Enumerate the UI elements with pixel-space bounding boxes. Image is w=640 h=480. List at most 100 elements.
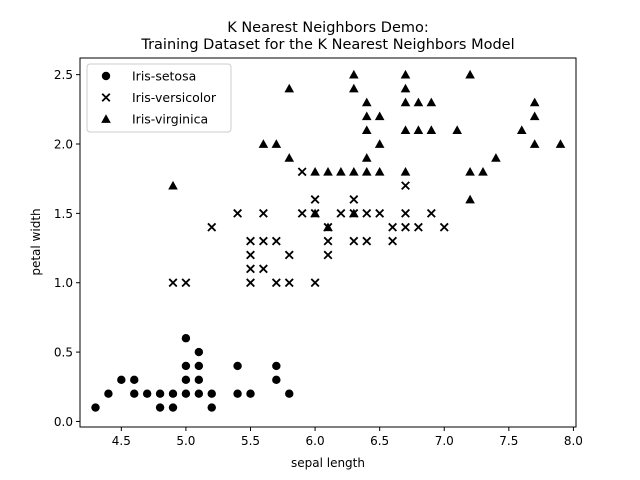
x-tick-label: 6.0 bbox=[306, 434, 325, 448]
data-point bbox=[310, 166, 320, 176]
data-point bbox=[375, 208, 385, 218]
y-tick-label: 0.0 bbox=[54, 415, 73, 429]
data-point bbox=[271, 278, 281, 288]
data-point bbox=[413, 222, 423, 232]
legend-item: Iris-versicolor bbox=[101, 90, 217, 105]
data-point bbox=[400, 69, 411, 79]
y-tick-label: 2.5 bbox=[54, 68, 73, 82]
data-point bbox=[207, 222, 217, 232]
data-point bbox=[194, 347, 204, 357]
data-point bbox=[361, 111, 372, 121]
data-point bbox=[361, 166, 372, 176]
data-point bbox=[465, 166, 475, 176]
data-point bbox=[323, 236, 333, 246]
data-point bbox=[349, 166, 359, 176]
data-point bbox=[181, 278, 191, 288]
data-point bbox=[142, 389, 152, 398]
data-point bbox=[439, 222, 449, 232]
data-point bbox=[246, 250, 255, 260]
legend-marker bbox=[101, 71, 111, 81]
data-point bbox=[349, 208, 359, 218]
data-point bbox=[194, 375, 204, 385]
data-point bbox=[297, 208, 307, 218]
x-tick-label: 5.0 bbox=[176, 434, 195, 448]
data-point bbox=[181, 389, 191, 398]
data-point bbox=[104, 389, 113, 398]
data-point bbox=[336, 208, 346, 218]
data-point bbox=[284, 250, 294, 260]
legend-box bbox=[86, 63, 232, 133]
data-point bbox=[284, 83, 295, 93]
data-point bbox=[233, 208, 243, 218]
data-point bbox=[271, 139, 282, 148]
data-point bbox=[323, 222, 333, 232]
data-point bbox=[233, 361, 242, 371]
data-point bbox=[401, 208, 410, 218]
data-point bbox=[465, 69, 475, 79]
data-point bbox=[181, 375, 191, 385]
data-point bbox=[349, 195, 359, 204]
data-point bbox=[529, 111, 540, 121]
data-point bbox=[516, 125, 527, 134]
data-point bbox=[272, 375, 281, 385]
data-point bbox=[168, 180, 178, 190]
data-point bbox=[246, 389, 255, 398]
data-point bbox=[323, 250, 333, 260]
data-point bbox=[361, 153, 372, 162]
data-point bbox=[246, 264, 255, 274]
legend-label: Iris-versicolor bbox=[132, 90, 217, 105]
data-point bbox=[91, 403, 100, 412]
x-tick-label: 7.0 bbox=[435, 434, 454, 448]
data-point bbox=[426, 208, 436, 218]
x-tick-label: 5.5 bbox=[241, 434, 260, 448]
data-point bbox=[388, 236, 398, 246]
data-point bbox=[413, 125, 424, 134]
data-point bbox=[246, 236, 255, 246]
data-point bbox=[168, 389, 178, 398]
legend-marker bbox=[101, 114, 111, 123]
chart-title-line-1: K Nearest Neighbors Demo: bbox=[227, 20, 429, 36]
legend-item: Iris-virginica bbox=[101, 112, 208, 127]
data-point bbox=[349, 83, 359, 93]
series-2 bbox=[168, 69, 566, 232]
data-point bbox=[555, 139, 566, 148]
data-point bbox=[349, 69, 359, 79]
chart-title-line-2: Training Dataset for the K Nearest Neigh… bbox=[140, 37, 514, 53]
data-point bbox=[155, 389, 165, 398]
data-point bbox=[400, 83, 411, 93]
y-axis-ticks: 0.0 0.5 1.0 1.5 2.0 2.5 bbox=[54, 68, 80, 429]
data-point bbox=[401, 222, 410, 232]
data-point bbox=[194, 389, 204, 398]
data-point bbox=[181, 334, 191, 343]
x-tick-label: 8.0 bbox=[564, 434, 583, 448]
data-point bbox=[271, 236, 281, 246]
data-point bbox=[413, 97, 424, 107]
data-point bbox=[452, 125, 462, 134]
x-axis-ticks: 4.5 5.0 5.5 6.0 6.5 7.0 7.5 8.0 bbox=[112, 427, 583, 448]
data-point bbox=[310, 195, 320, 204]
data-point bbox=[258, 236, 268, 246]
x-axis-label: sepal length bbox=[291, 456, 365, 470]
data-point bbox=[155, 403, 165, 412]
data-point bbox=[349, 236, 359, 246]
data-point bbox=[400, 97, 411, 107]
x-tick-label: 4.5 bbox=[112, 434, 131, 448]
y-tick-label: 1.0 bbox=[54, 276, 73, 290]
data-point bbox=[323, 166, 333, 176]
data-point bbox=[258, 208, 268, 218]
data-point bbox=[426, 125, 437, 134]
data-point bbox=[130, 375, 139, 385]
data-point bbox=[117, 375, 126, 385]
data-point bbox=[285, 389, 294, 398]
data-point bbox=[207, 403, 216, 412]
data-point bbox=[272, 361, 281, 371]
x-tick-label: 7.5 bbox=[499, 434, 518, 448]
plot-area-frame bbox=[79, 57, 577, 428]
data-point bbox=[426, 97, 437, 107]
data-point bbox=[374, 111, 385, 121]
legend: Iris-setosa Iris-versicolor Iris-virginica bbox=[86, 63, 232, 133]
data-point bbox=[374, 139, 385, 148]
data-point bbox=[388, 222, 398, 232]
data-point bbox=[478, 166, 488, 176]
data-point bbox=[336, 166, 346, 176]
